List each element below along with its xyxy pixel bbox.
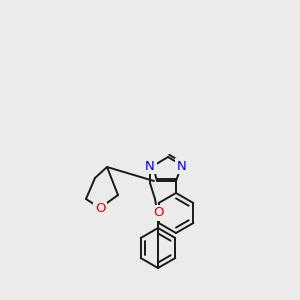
Text: N: N	[145, 160, 155, 172]
Text: N: N	[177, 160, 187, 172]
Text: O: O	[95, 202, 105, 214]
Text: O: O	[153, 206, 163, 220]
